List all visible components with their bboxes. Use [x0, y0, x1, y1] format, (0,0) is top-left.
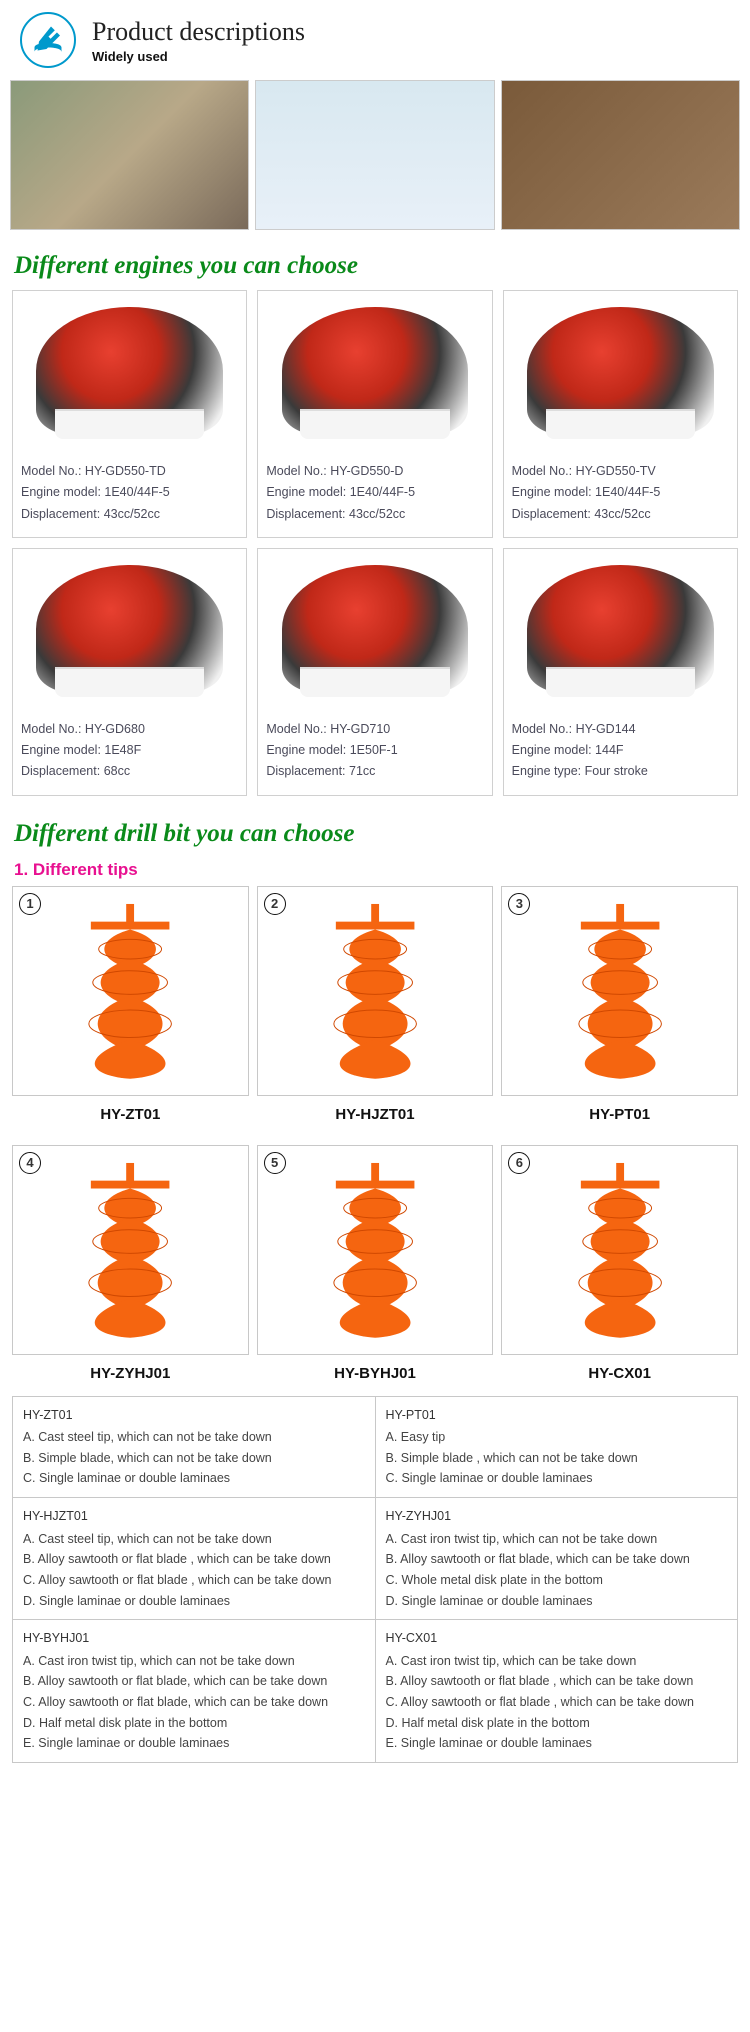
drill-bit-cell: 6 HY-CX01 [501, 1145, 738, 1396]
drill-bit-image: 2 [257, 886, 494, 1096]
engine-specs: Model No.: HY-GD550-TDEngine model: 1E40… [13, 451, 246, 537]
spec-cell: HY-ZT01A. Cast steel tip, which can not … [13, 1397, 376, 1499]
engine-card: Model No.: HY-GD144Engine model: 144FEng… [503, 548, 738, 796]
engine-specs: Model No.: HY-GD550-DEngine model: 1E40/… [258, 451, 491, 537]
drill-bit-image: 3 [501, 886, 738, 1096]
section-title-engines: Different engines you can choose [0, 246, 750, 290]
engine-card: Model No.: HY-GD710Engine model: 1E50F-1… [257, 548, 492, 796]
pencil-book-icon [20, 12, 76, 68]
drill-bit-grid: 1 HY-ZT01 2 HY-HJZT01 3 HY-PT01 4 HY-ZYHJ01 5 HY-… [0, 886, 750, 1396]
engine-specs: Model No.: HY-GD710Engine model: 1E50F-1… [258, 709, 491, 795]
engine-image [13, 549, 246, 709]
engine-specs: Model No.: HY-GD550-TVEngine model: 1E40… [504, 451, 737, 537]
engine-card: Model No.: HY-GD550-TDEngine model: 1E40… [12, 290, 247, 538]
drill-bit-label: HY-ZT01 [12, 1096, 249, 1137]
tips-subheader: 1. Different tips [0, 858, 750, 886]
drill-bit-cell: 3 HY-PT01 [501, 886, 738, 1137]
drill-bit-image: 6 [501, 1145, 738, 1355]
spec-table: HY-ZT01A. Cast steel tip, which can not … [12, 1396, 738, 1763]
bit-number-badge: 1 [19, 893, 41, 915]
drill-bit-label: HY-BYHJ01 [257, 1355, 494, 1396]
drill-bit-label: HY-ZYHJ01 [12, 1355, 249, 1396]
section-title-bits: Different drill bit you can choose [0, 814, 750, 858]
drill-bit-image: 4 [12, 1145, 249, 1355]
engine-specs: Model No.: HY-GD680Engine model: 1E48FDi… [13, 709, 246, 795]
drill-bit-label: HY-HJZT01 [257, 1096, 494, 1137]
engine-image [504, 291, 737, 451]
bit-number-badge: 3 [508, 893, 530, 915]
page-subtitle: Widely used [92, 49, 305, 64]
engine-grid: Model No.: HY-GD550-TDEngine model: 1E40… [0, 290, 750, 814]
spec-cell: HY-BYHJ01A. Cast iron twist tip, which c… [13, 1620, 376, 1763]
page-header: Product descriptions Widely used [0, 0, 750, 80]
engine-image [258, 549, 491, 709]
drill-bit-label: HY-CX01 [501, 1355, 738, 1396]
page-title: Product descriptions [92, 17, 305, 47]
usage-image [255, 80, 494, 230]
drill-bit-cell: 1 HY-ZT01 [12, 886, 249, 1137]
engine-image [13, 291, 246, 451]
drill-bit-image: 1 [12, 886, 249, 1096]
usage-image [501, 80, 740, 230]
bit-number-badge: 4 [19, 1152, 41, 1174]
engine-card: Model No.: HY-GD550-DEngine model: 1E40/… [257, 290, 492, 538]
drill-bit-label: HY-PT01 [501, 1096, 738, 1137]
spec-cell: HY-HJZT01A. Cast steel tip, which can no… [13, 1498, 376, 1620]
bit-number-badge: 5 [264, 1152, 286, 1174]
tips-number: 1. [14, 860, 28, 879]
engine-image [504, 549, 737, 709]
tips-text: Different tips [33, 860, 138, 879]
engine-card: Model No.: HY-GD680Engine model: 1E48FDi… [12, 548, 247, 796]
drill-bit-cell: 5 HY-BYHJ01 [257, 1145, 494, 1396]
spec-cell: HY-PT01A. Easy tipB. Simple blade , whic… [376, 1397, 739, 1499]
bit-number-badge: 2 [264, 893, 286, 915]
spec-cell: HY-CX01A. Cast iron twist tip, which can… [376, 1620, 739, 1763]
drill-bit-cell: 2 HY-HJZT01 [257, 886, 494, 1137]
usage-image [10, 80, 249, 230]
engine-image [258, 291, 491, 451]
drill-bit-cell: 4 HY-ZYHJ01 [12, 1145, 249, 1396]
engine-card: Model No.: HY-GD550-TVEngine model: 1E40… [503, 290, 738, 538]
bit-number-badge: 6 [508, 1152, 530, 1174]
spec-cell: HY-ZYHJ01A. Cast iron twist tip, which c… [376, 1498, 739, 1620]
usage-gallery [0, 80, 750, 246]
engine-specs: Model No.: HY-GD144Engine model: 144FEng… [504, 709, 737, 795]
drill-bit-image: 5 [257, 1145, 494, 1355]
